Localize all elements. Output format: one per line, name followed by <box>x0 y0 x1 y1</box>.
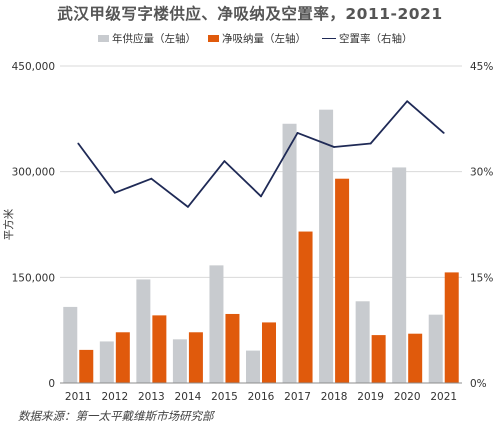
bar-supply-2017 <box>282 123 297 384</box>
vacancy-line-layer <box>77 100 445 208</box>
legend-label-supply: 年供应量（左轴） <box>112 33 196 45</box>
x-tick-label-2011: 2011 <box>65 391 92 403</box>
bar-absorption-2015 <box>225 313 240 383</box>
bar-supply-2015 <box>209 265 224 383</box>
bar-absorption-2014 <box>188 332 203 383</box>
x-tick-label-2018: 2018 <box>321 391 348 403</box>
bar-absorption-2020 <box>408 333 423 383</box>
y2-tick-label-0: 0% <box>470 378 487 390</box>
bar-supply-2011 <box>63 306 78 383</box>
legend-item-absorption: 净吸纳量（左轴） <box>208 32 306 46</box>
legend-swatch-vacancy <box>322 37 336 39</box>
vacancy-point-2015 <box>223 160 226 163</box>
legend: 年供应量（左轴） 净吸纳量（左轴） 空置率（右轴） <box>0 32 500 48</box>
x-tick-label-2013: 2013 <box>138 391 165 403</box>
legend-item-vacancy: 空置率（右轴） <box>322 32 413 46</box>
bar-supply-2019 <box>355 301 370 383</box>
bar-absorption-2019 <box>371 335 386 383</box>
bar-absorption-2016 <box>262 322 276 383</box>
bar-supply-2021 <box>428 314 443 383</box>
bars <box>63 109 459 384</box>
x-tick-label-2020: 2020 <box>394 391 421 403</box>
x-tick-label-2019: 2019 <box>357 391 384 403</box>
legend-swatch-supply <box>98 34 109 42</box>
x-tick-label-2017: 2017 <box>284 391 311 403</box>
x-tick-label-2014: 2014 <box>175 391 202 403</box>
legend-label-absorption: 净吸纳量（左轴） <box>222 33 306 45</box>
axes: 0 150,000 300,000 450,000 0% 15% 30% 45% 平方米 2011… <box>2 61 493 403</box>
vacancy-point-2018 <box>333 146 335 148</box>
y-axis-label: 平方米 <box>2 208 15 240</box>
vacancy-point-2020 <box>406 100 409 103</box>
y2-tick-label-3: 45% <box>470 61 493 73</box>
vacancy-point-2016 <box>260 195 262 198</box>
bar-supply-2016 <box>246 350 260 383</box>
legend-label-vacancy: 空置率（右轴） <box>339 33 413 45</box>
source-note: 数据来源：第一太平戴维斯市场研究部 <box>18 409 214 423</box>
legend-swatch-absorption <box>208 34 219 42</box>
y2-tick-label-2: 30% <box>470 167 493 179</box>
vacancy-point-2012 <box>113 191 116 194</box>
chart-area: 0 150,000 300,000 450,000 0% 15% 30% 45% 平方米 2011… <box>2 61 493 403</box>
y-tick-label-1: 150,000 <box>12 272 55 284</box>
bar-absorption-2012 <box>115 332 130 383</box>
chart-title: 武汉甲级写字楼供应、净吸纳及空置率，2011-2021 <box>57 5 443 23</box>
vacancy-point-2017 <box>296 132 299 134</box>
vacancy-point-2014 <box>187 205 189 208</box>
vacancy-point-2021 <box>442 132 445 134</box>
legend-item-supply: 年供应量（左轴） <box>98 32 196 46</box>
x-tick-label-2016: 2016 <box>248 391 275 403</box>
bar-supply-2014 <box>172 339 187 383</box>
bar-absorption-2011 <box>79 349 94 383</box>
bar-supply-2020 <box>392 167 407 383</box>
bar-absorption-2021 <box>444 272 459 383</box>
bar-supply-2012 <box>99 341 114 383</box>
y-tick-label-3: 450,000 <box>12 61 55 73</box>
x-tick-label-2015: 2015 <box>211 391 238 403</box>
y2-tick-label-1: 15% <box>470 272 493 284</box>
bar-absorption-2017 <box>298 231 313 383</box>
vacancy-line <box>77 100 445 208</box>
vacancy-point-2019 <box>369 142 372 145</box>
bar-absorption-2013 <box>152 315 167 383</box>
vacancy-point-2013 <box>150 177 153 180</box>
bar-absorption-2018 <box>335 178 350 383</box>
bar-supply-2018 <box>319 109 334 384</box>
bar-supply-2013 <box>136 279 151 383</box>
y-tick-label-2: 300,000 <box>12 167 55 179</box>
vacancy-point-2011 <box>77 142 80 145</box>
y-tick-label-0: 0 <box>48 378 55 390</box>
x-tick-label-2021: 2021 <box>430 391 457 403</box>
x-tick-label-2012: 2012 <box>101 391 128 403</box>
